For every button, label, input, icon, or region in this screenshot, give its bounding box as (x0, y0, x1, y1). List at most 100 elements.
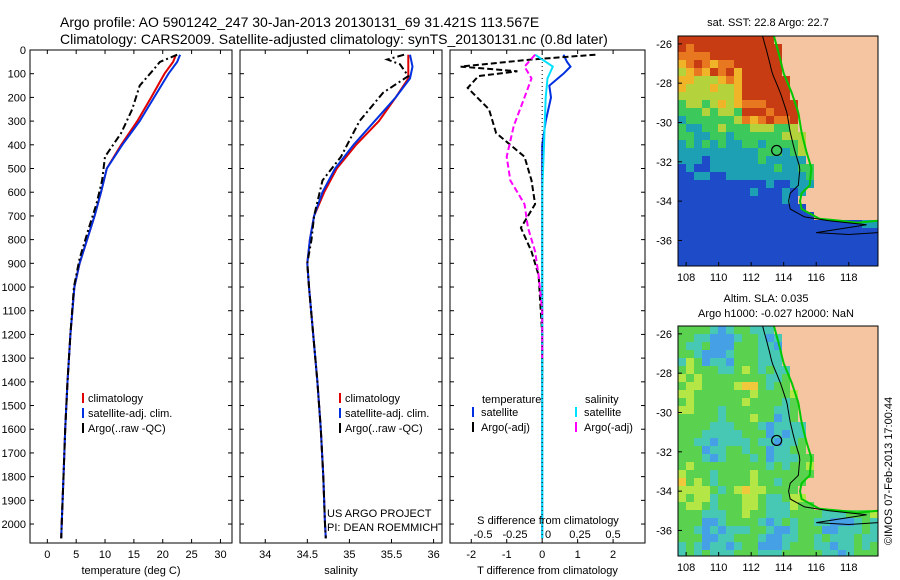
map-cell (678, 502, 686, 510)
map-cell (854, 374, 862, 382)
map-cell (814, 164, 822, 172)
map-cell (806, 84, 814, 92)
map-cell (870, 68, 878, 76)
map-cell (870, 188, 878, 196)
map-cell (726, 124, 734, 132)
map-cell (838, 486, 846, 494)
map-cell (822, 196, 830, 204)
y-tick-label: 1700 (2, 448, 26, 460)
map-cell (774, 494, 782, 502)
map-cell (694, 44, 702, 52)
map-cell (862, 438, 870, 446)
map-cell (782, 124, 790, 132)
map-cell (734, 502, 742, 510)
map-cell (694, 68, 702, 76)
map-cell (742, 132, 750, 140)
map-cell (822, 180, 830, 188)
map-cell (718, 534, 726, 542)
map-cell (678, 52, 686, 60)
map-cell (798, 550, 806, 556)
map-cell (678, 542, 686, 550)
map-cell (702, 366, 710, 374)
map-cell (726, 478, 734, 486)
map-cell (846, 220, 854, 228)
map-cell (862, 462, 870, 470)
map-cell (758, 236, 766, 244)
map-cell (694, 228, 702, 236)
map-cell (726, 454, 734, 462)
map-cell (806, 502, 814, 510)
map-cell (726, 172, 734, 180)
map-cell (702, 132, 710, 140)
map-cell (694, 196, 702, 204)
map-cell (678, 164, 686, 172)
map-cell (782, 60, 790, 68)
map-cell (710, 350, 718, 358)
map-cell (846, 518, 854, 526)
x2-axis-label: S difference from climatology (477, 515, 619, 527)
map-cell (694, 422, 702, 430)
map-cell (782, 180, 790, 188)
map-cell (806, 76, 814, 84)
map-cell (686, 92, 694, 100)
map-cell (710, 100, 718, 108)
map-cell (710, 358, 718, 366)
map-cell (742, 518, 750, 526)
map-cell (710, 164, 718, 172)
map-cell (750, 156, 758, 164)
map-cell (854, 108, 862, 116)
map-cell (854, 212, 862, 220)
y-tick-label: 500 (8, 164, 26, 176)
float-position-marker (771, 144, 783, 157)
map-cell (710, 236, 718, 244)
map-cell (750, 534, 758, 542)
map-cell (846, 204, 854, 212)
x-tick-label: 20 (157, 549, 169, 561)
map-cell (686, 68, 694, 76)
map-cell (686, 84, 694, 92)
map-cell (846, 494, 854, 502)
map-cell (806, 334, 814, 342)
map-cell (718, 252, 726, 260)
map-cell (854, 334, 862, 342)
map-cell (846, 398, 854, 406)
map-cell (798, 510, 806, 518)
map-cell (750, 550, 758, 556)
map-cell (742, 84, 750, 92)
map-cell (678, 212, 686, 220)
map-cell (782, 446, 790, 454)
map-cell (814, 44, 822, 52)
y-tick-label: 1100 (2, 306, 26, 318)
map-cell (734, 204, 742, 212)
map-y-tick-label: -36 (656, 235, 672, 247)
x-tick-label: 0 (44, 549, 50, 561)
map-cell (790, 156, 798, 164)
map-cell (758, 422, 766, 430)
map-cell (774, 406, 782, 414)
map-cell (854, 358, 862, 366)
map-cell (694, 204, 702, 212)
map-cell (678, 550, 686, 556)
map-cell (806, 486, 814, 494)
map-cell (854, 148, 862, 156)
map-x-tick-label: 108 (677, 272, 695, 284)
map-cell (742, 244, 750, 252)
map-cell (806, 116, 814, 124)
y-tick-label: 1800 (2, 472, 26, 484)
map-cell (710, 188, 718, 196)
map-cell (846, 60, 854, 68)
x2-tick-label: 0.25 (569, 529, 590, 541)
map-cell (798, 172, 806, 180)
map-cell (862, 228, 870, 236)
map-cell (806, 382, 814, 390)
map-cell (678, 244, 686, 252)
map-cell (702, 358, 710, 366)
map-cell (758, 406, 766, 414)
map-cell (742, 446, 750, 454)
map-cell (782, 84, 790, 92)
map-cell (774, 140, 782, 148)
map-cell (686, 470, 694, 478)
map-cell (774, 132, 782, 140)
map-cell (766, 204, 774, 212)
x2-tick-label: -0.25 (502, 529, 527, 541)
